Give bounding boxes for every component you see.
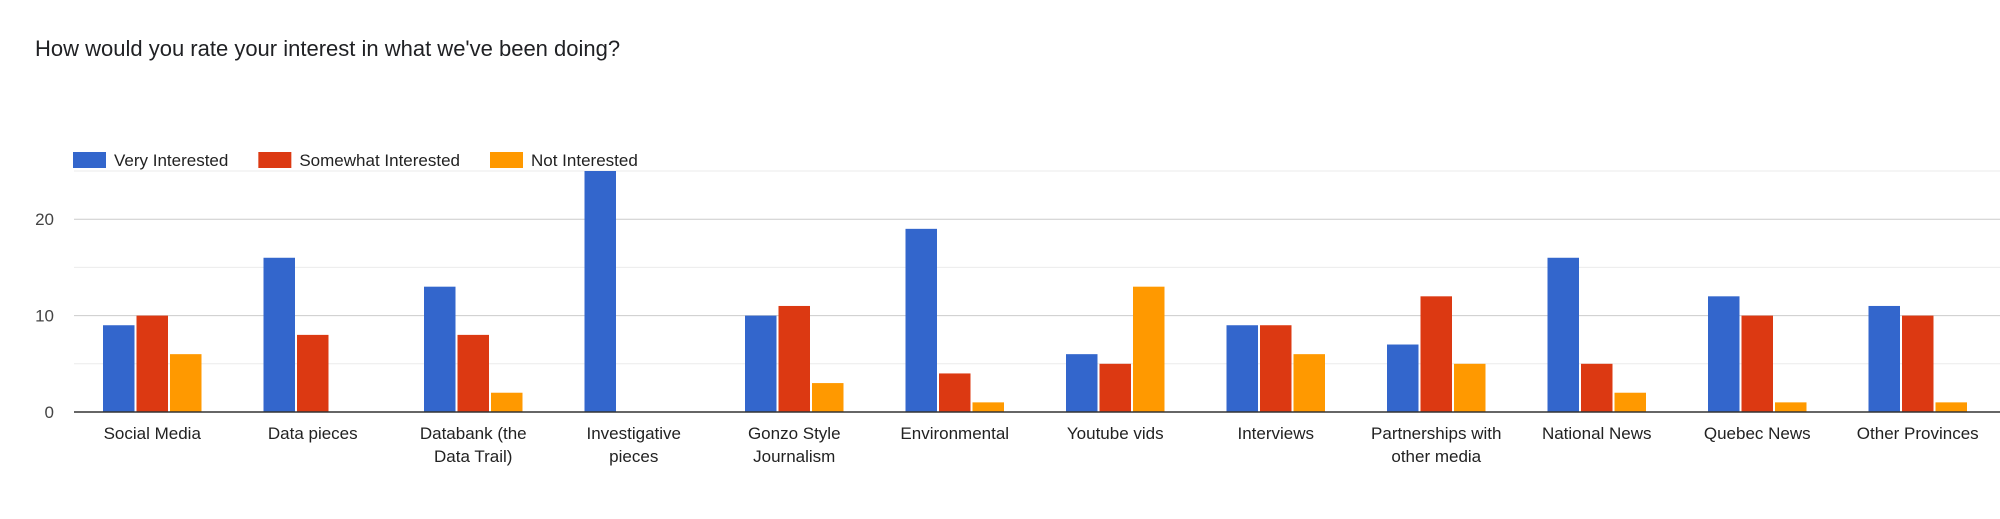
bar-somewhat-interested-interviews <box>1260 325 1292 412</box>
x-tick-label: Data pieces <box>268 424 358 443</box>
bar-not-interested-other-provinces <box>1935 402 1967 412</box>
legend-label-somewhat-interested: Somewhat Interested <box>299 151 460 170</box>
legend: Very Interested Somewhat Interested Not In… <box>73 151 638 170</box>
x-tick-label: Environmental <box>900 424 1009 443</box>
bar-not-interested-national-news <box>1614 392 1646 412</box>
bar-very-interested-partnerships-with-other-media <box>1387 344 1419 412</box>
bar-not-interested-gonzo-style-journalism <box>812 383 844 412</box>
bar-somewhat-interested-environmental <box>939 373 971 412</box>
x-tick-label: Partnerships with other media <box>1371 424 1501 466</box>
x-tick-label: Databank (the Data Trail) <box>420 424 527 466</box>
bar-not-interested-partnerships-with-other-media <box>1454 363 1486 412</box>
bar-somewhat-interested-partnerships-with-other-media <box>1420 296 1452 412</box>
legend-swatch-very-interested <box>73 152 106 168</box>
legend-swatch-somewhat-interested <box>258 152 292 168</box>
bar-very-interested-investigative-pieces <box>584 171 616 412</box>
bar-very-interested-environmental <box>905 228 937 412</box>
bar-not-interested-interviews <box>1293 354 1325 412</box>
x-tick-label: Youtube vids <box>1067 424 1164 443</box>
y-tick-label: 10 <box>35 307 54 326</box>
legend-label-very-interested: Very Interested <box>114 151 228 170</box>
legend-swatch-not-interested <box>490 152 523 168</box>
question-title: How would you rate your interest in what… <box>35 36 621 61</box>
y-tick-label: 0 <box>45 403 54 422</box>
grid-lines <box>74 170 2000 365</box>
x-tick-label: Gonzo Style Journalism <box>748 424 841 466</box>
bar-somewhat-interested-data-pieces <box>297 334 329 412</box>
bar-somewhat-interested-quebec-news <box>1741 315 1773 412</box>
bar-very-interested-data-pieces <box>263 257 295 412</box>
x-tick-label: Quebec News <box>1704 424 1811 443</box>
legend-label-not-interested: Not Interested <box>531 151 638 170</box>
bar-very-interested-gonzo-style-journalism <box>745 315 777 412</box>
x-tick-label: Social Media <box>104 424 202 443</box>
bar-not-interested-databank-the-data-trail <box>491 392 523 412</box>
bar-somewhat-interested-national-news <box>1581 363 1613 412</box>
bar-somewhat-interested-databank-the-data-trail <box>457 334 489 412</box>
bar-very-interested-other-provinces <box>1868 305 1900 412</box>
x-tick-label: Interviews <box>1237 424 1314 443</box>
x-tick-label: Investigative pieces <box>587 424 682 466</box>
bars <box>103 171 1967 412</box>
bar-not-interested-environmental <box>972 402 1004 412</box>
bar-not-interested-youtube-vids <box>1133 286 1165 412</box>
bar-somewhat-interested-social-media <box>136 315 168 412</box>
bar-very-interested-youtube-vids <box>1066 354 1098 412</box>
bar-very-interested-quebec-news <box>1708 296 1740 412</box>
bar-not-interested-social-media <box>170 354 202 412</box>
bar-very-interested-databank-the-data-trail <box>424 286 456 412</box>
axes: 0 10 20 Social Media Data pieces Databank (th… <box>35 210 2000 466</box>
x-tick-label: National News <box>1542 424 1652 443</box>
bar-somewhat-interested-other-provinces <box>1902 315 1934 412</box>
y-tick-label: 20 <box>35 210 54 229</box>
bar-very-interested-social-media <box>103 325 135 412</box>
x-tick-label: Other Provinces <box>1857 424 1979 443</box>
bar-not-interested-quebec-news <box>1775 402 1807 412</box>
bar-somewhat-interested-gonzo-style-journalism <box>778 305 810 412</box>
bar-very-interested-national-news <box>1547 257 1579 412</box>
bar-somewhat-interested-youtube-vids <box>1099 363 1131 412</box>
bar-very-interested-interviews <box>1226 325 1258 412</box>
